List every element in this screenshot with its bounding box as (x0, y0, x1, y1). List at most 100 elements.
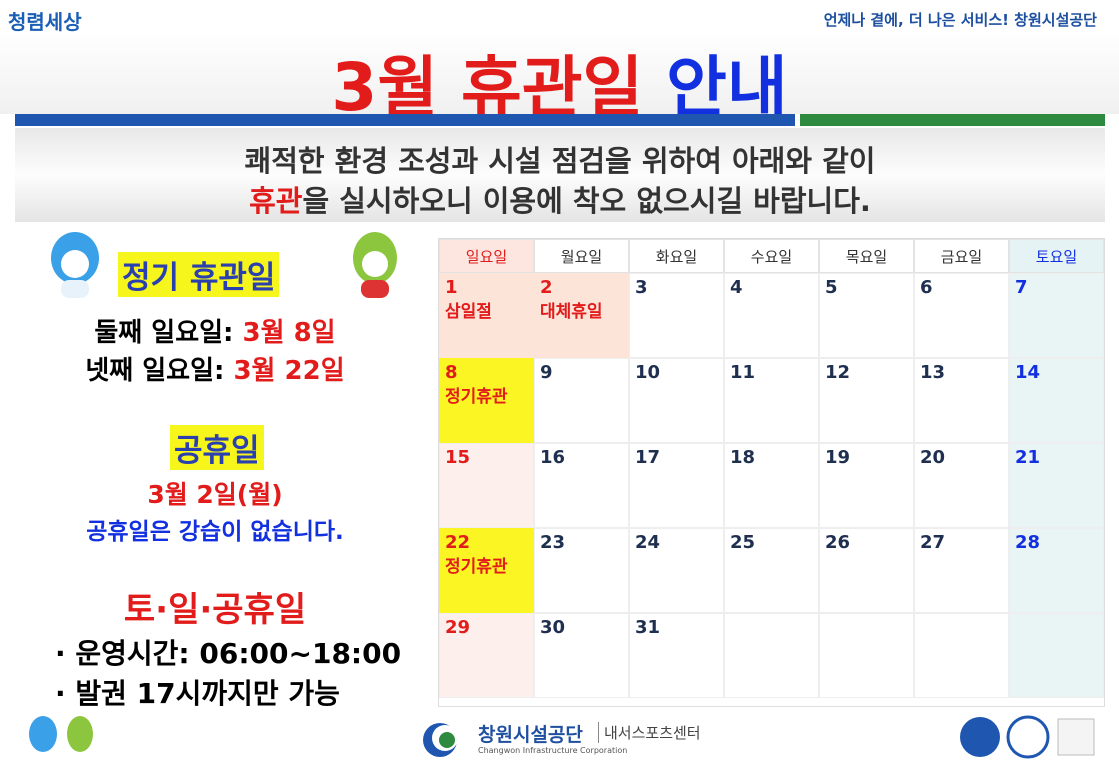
mascot (353, 232, 397, 298)
day-number: 30 (540, 617, 566, 638)
day-number: 2 (540, 277, 553, 298)
day-number: 19 (825, 447, 851, 468)
calendar: 일요일 월요일 화요일 수요일 목요일 금요일 토요일 1 삼일절 2 대체휴일 3 4 5 6 7 8 정기휴관… (438, 238, 1105, 707)
day-number: 26 (825, 532, 851, 553)
notice-highlight: 휴관 (249, 184, 303, 218)
day-cell-bg (724, 528, 819, 613)
day-cell-bg (1009, 358, 1104, 443)
weekday-header: 금요일 (914, 239, 1009, 273)
day-cell-bg (819, 613, 914, 698)
day-cell-bg (439, 613, 534, 698)
day-number: 13 (920, 362, 946, 383)
day-cell-bg (819, 358, 914, 443)
org-name-en: Changwon Infrastructure Corporation (478, 746, 628, 755)
weekday-header: 월요일 (534, 239, 629, 273)
day-number: 22 (445, 532, 471, 553)
holiday-heading: 공휴일 (170, 425, 264, 470)
regular-heading: 정기 휴관일 (118, 252, 280, 297)
day-number: 7 (1015, 277, 1028, 298)
day-cell-bg (819, 273, 914, 358)
day-cell-bg (724, 273, 819, 358)
holiday-date: 3월 2일(월) (147, 480, 283, 509)
day-number: 8 (445, 362, 458, 383)
day-number: 5 (825, 277, 838, 298)
mascot (51, 232, 99, 298)
regular-item: 둘째 일요일: 3월 8일 (0, 312, 430, 349)
day-cell-bg (724, 358, 819, 443)
day-number: 16 (540, 447, 566, 468)
day-cell (534, 273, 629, 358)
notice-line2: 휴관을 실시하오니 이용에 착오 없으시길 바랍니다. (15, 178, 1105, 220)
weekday-header: 목요일 (819, 239, 914, 273)
notice-rest: 을 실시하오니 이용에 착오 없으시길 바랍니다. (302, 184, 871, 218)
day-cell-bg (914, 528, 1009, 613)
day-number: 9 (540, 362, 553, 383)
day-cell (439, 273, 534, 358)
day-cell-bg (1009, 443, 1104, 528)
day-number: 29 (445, 617, 471, 638)
day-number: 20 (920, 447, 946, 468)
title-accent: 안내 (666, 49, 788, 126)
day-cell-bg (914, 273, 1009, 358)
org-name: 창원시설공단 (478, 724, 583, 746)
day-number: 3 (635, 277, 648, 298)
day-number: 17 (635, 447, 661, 468)
stripe-blue (15, 114, 795, 126)
day-cell-bg (629, 443, 724, 528)
title-band (0, 32, 1119, 114)
day-label: 삼일절 (445, 302, 492, 322)
item-label: 넷째 일요일: (85, 356, 225, 386)
regular-item: 넷째 일요일: 3월 22일 (0, 350, 430, 387)
day-cell (439, 528, 534, 613)
day-cell-bg (724, 443, 819, 528)
day-cell-bg (439, 443, 534, 528)
day-cell-bg (914, 443, 1009, 528)
center-name: 내서스포츠센터 (598, 722, 701, 743)
day-cell-bg (629, 273, 724, 358)
day-cell-bg (534, 443, 629, 528)
day-number: 4 (730, 277, 743, 298)
day-cell-bg (534, 613, 629, 698)
weekday-header: 토요일 (1009, 239, 1104, 273)
notice-band (15, 128, 1105, 222)
day-cell-bg (1009, 528, 1104, 613)
item-date: 3월 8일 (242, 318, 336, 348)
slogan: 언제나 곁에, 더 나은 서비스! 창원시설공단 (823, 11, 1097, 29)
weekend-item: · 운영시간: 06:00~18:00 (55, 637, 402, 670)
day-label: 대체휴일 (540, 302, 603, 322)
day-label: 정기휴관 (445, 557, 508, 577)
day-number: 24 (635, 532, 661, 553)
day-number: 31 (635, 617, 661, 638)
day-number: 15 (445, 447, 471, 468)
weekend-item: · 발권 17시까지만 가능 (55, 677, 340, 710)
title-main: 3월 휴관일 (331, 49, 644, 126)
badges (960, 715, 1095, 759)
day-cell-bg (534, 528, 629, 613)
stripe-green (800, 114, 1105, 126)
day-number: 27 (920, 532, 946, 553)
day-label: 정기휴관 (445, 387, 508, 407)
day-number: 21 (1015, 447, 1041, 468)
org-logo (423, 723, 458, 757)
day-number: 23 (540, 532, 566, 553)
logo: 청렴세상 (8, 10, 82, 34)
day-cell-bg (914, 613, 1009, 698)
day-number: 25 (730, 532, 756, 553)
weekday-header: 화요일 (629, 239, 724, 273)
day-number: 18 (730, 447, 756, 468)
mascots-small (29, 716, 93, 752)
day-number: 6 (920, 277, 933, 298)
item-date: 3월 22일 (233, 356, 345, 386)
day-number: 14 (1015, 362, 1041, 383)
title: 3월 휴관일 안내 (0, 34, 1119, 130)
holiday-note: 공휴일은 강습이 없습니다. (86, 519, 344, 545)
day-cell-bg (724, 613, 819, 698)
weekday-header: 수요일 (724, 239, 819, 273)
day-number: 28 (1015, 532, 1041, 553)
day-number: 1 (445, 277, 458, 298)
day-cell-bg (629, 358, 724, 443)
notice-line1: 쾌적한 환경 조성과 시설 점검을 위하여 아래와 같이 (244, 144, 876, 178)
day-cell-bg (1009, 613, 1104, 698)
weekend-heading: 토·일·공휴일 (123, 590, 307, 630)
